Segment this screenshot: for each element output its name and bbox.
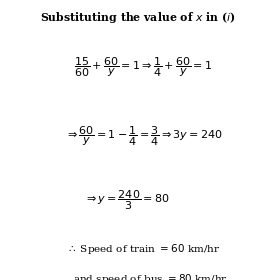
Text: $\therefore$ Speed of train $= 60$ km/hr: $\therefore$ Speed of train $= 60$ km/hr [66, 242, 221, 256]
Text: $\Rightarrow y=\dfrac{240}{3}=80$: $\Rightarrow y=\dfrac{240}{3}=80$ [84, 189, 170, 213]
Text: Substituting the value of $x$ in ($i$): Substituting the value of $x$ in ($i$) [40, 10, 236, 25]
Text: and speed of bus $= 80$ km/hr: and speed of bus $= 80$ km/hr [73, 272, 228, 280]
Text: $\dfrac{15}{60}+\dfrac{60}{y}=1 \Rightarrow \dfrac{1}{4}+\dfrac{60}{y}=1$: $\dfrac{15}{60}+\dfrac{60}{y}=1 \Rightar… [74, 56, 213, 80]
Text: $\Rightarrow \dfrac{60}{y}=1-\dfrac{1}{4}=\dfrac{3}{4} \Rightarrow 3y=240$: $\Rightarrow \dfrac{60}{y}=1-\dfrac{1}{4… [65, 125, 222, 148]
